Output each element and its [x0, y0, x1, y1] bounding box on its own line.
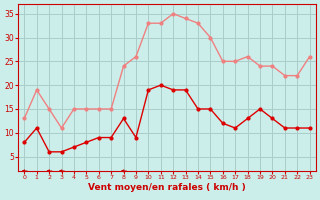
X-axis label: Vent moyen/en rafales ( km/h ): Vent moyen/en rafales ( km/h ): [88, 183, 246, 192]
